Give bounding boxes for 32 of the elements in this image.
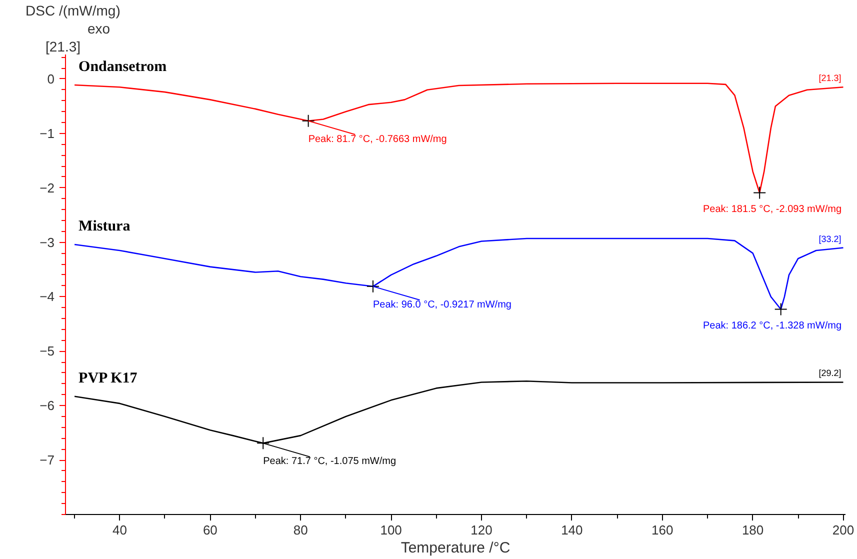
series-label: Mistura [78, 218, 131, 234]
y-tick-label: −1 [40, 126, 55, 141]
y-tick-label: −5 [40, 344, 55, 359]
x-tick-label: 100 [380, 522, 402, 538]
x-tick-label: 140 [561, 522, 583, 538]
annotation: Peak: 96.0 °C, -0.9217 mW/mg [372, 299, 512, 310]
x-tick-label: 180 [742, 522, 764, 538]
annotation: Peak: 181.5 °C, -2.093 mW/mg [703, 204, 842, 215]
annotation: Peak: 81.7 °C, -0.7663 mW/mg [308, 134, 447, 145]
series-label: Ondansetrom [78, 58, 168, 75]
x-tick-label: 40 [112, 522, 127, 538]
x-tick-label: 120 [470, 522, 492, 538]
annotation: [33.2] [818, 234, 842, 244]
y-tick-label: 0 [47, 71, 55, 86]
x-tick-label: 160 [652, 522, 674, 538]
y-tick-label: −2 [40, 180, 55, 196]
y-tick-label: −3 [40, 234, 55, 250]
x-tick-label: 80 [293, 522, 308, 538]
y-tick-label: −6 [40, 398, 55, 414]
annotation: [21.3] [46, 38, 81, 54]
annotation: Peak: 71.7 °C, -1.075 mW/mg [263, 456, 396, 468]
y-tick-label: −4 [40, 289, 55, 304]
x-tick-label: 200 [832, 522, 854, 538]
y-tick-label: −7 [40, 452, 55, 468]
annotation: [21.3] [818, 73, 842, 84]
x-axis-title: Temperature /°C [400, 540, 510, 556]
text: exo [88, 20, 110, 36]
series-label: PVP K17 [78, 370, 138, 386]
x-tick-label: 60 [202, 522, 218, 538]
annotation: [29.2] [818, 368, 842, 378]
y-axis-title: DSC /(mW/mg) [26, 2, 120, 18]
annotation: Peak: 186.2 °C, -1.328 mW/mg [703, 320, 842, 332]
